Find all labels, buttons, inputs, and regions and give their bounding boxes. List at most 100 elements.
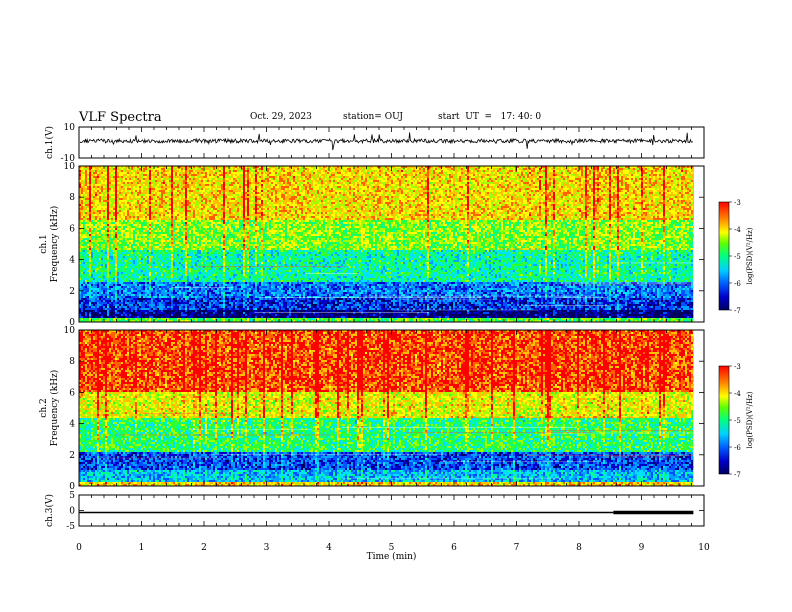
spectrogram-cell [467,178,469,180]
spectrogram-cell [203,172,205,174]
spectrogram-cell [327,196,329,198]
spectrogram-cell [553,206,555,208]
spectrogram-cell [125,168,127,170]
spectrogram-cell [451,178,453,180]
spectrogram-cell [557,186,559,188]
spectrogram-cell [545,204,547,206]
spectrogram-cell [651,184,655,186]
spectrogram-cell [243,188,245,190]
spectrogram-cell [589,172,591,174]
spectrogram-cell [237,198,239,200]
spectrogram-cell [189,170,193,172]
spectrogram-cell [251,196,253,198]
spectrogram-cell [433,206,439,208]
spectrogram-cell [459,166,461,168]
spectrogram-cell [261,166,263,168]
spectrogram-cell [301,188,303,190]
spectrogram-cell [659,202,665,204]
spectrogram-cell [91,180,95,182]
spectrogram-cell [377,186,379,188]
spectrogram-cell [151,170,153,172]
spectrogram-cell [143,176,147,178]
spectrogram-cell [685,176,687,178]
spectrogram-cell [589,174,591,176]
spectrogram-cell [283,174,285,176]
spectrogram-cell [631,178,633,180]
spectrogram-cell [449,186,451,188]
spectrogram-cell [691,198,693,200]
spectrogram-cell [483,188,485,190]
spectrogram-cell [547,186,549,188]
spectrogram-cell [451,198,453,200]
spectrogram-cell [141,192,147,194]
spectrogram-cell [517,200,519,202]
spectrogram-cell [511,166,513,168]
spectrogram-cell [477,202,479,204]
spectrogram-cell [397,168,399,170]
spectrogram-cell [511,204,513,206]
spectrogram-cell [163,174,167,176]
spectrogram-cell [439,196,441,198]
spectrogram-cell [603,176,605,178]
spectrogram-cell [303,180,305,182]
spectrogram-cell [107,206,109,208]
spectrogram-cell [183,194,185,196]
spectrogram-cell [247,206,249,208]
spectrogram-cell [523,174,525,176]
spectrogram-cell [621,172,623,174]
spectrogram-cell [623,204,625,206]
spectrogram-cell [633,178,635,180]
spectrogram-cell [557,200,559,202]
spectrogram-cell [441,176,445,178]
spectrogram-cell [655,188,657,190]
spectrogram-cell [535,170,537,172]
spectrogram-cell [169,176,171,178]
spectrogram-cell [383,200,389,202]
spectrogram-cell [555,198,557,200]
spectrogram-cell [279,198,283,200]
spectrogram-cell [505,178,507,180]
spectrogram-cell [361,196,363,198]
spectrogram-cell [171,198,173,200]
spectrogram-cell [629,170,631,172]
spectrogram-cell [619,174,621,176]
spectrogram-cell [193,192,199,194]
spectrogram-cell [87,202,89,204]
spectrogram-cell [287,202,291,204]
spectrogram-cell [265,184,267,186]
spectrogram-cell [195,204,199,206]
spectrogram-cell [391,200,393,202]
spectrogram-cell [675,174,677,176]
spectrogram-cell [365,172,367,174]
spectrogram-cell [97,172,99,174]
spectrogram-cell [187,190,189,192]
spectrogram-cell [473,186,475,188]
spectrogram-cell [367,196,369,198]
spectrogram-cell [595,190,597,192]
spectrogram-cell [517,202,519,204]
spectrogram-cell [265,180,267,182]
spectrogram-cell [585,180,587,182]
spectrogram-cell [405,180,407,182]
spectrogram-cell [463,166,465,168]
spectrogram-cell [245,166,247,168]
spectrogram-cell [185,184,189,186]
spectrogram-cell [445,182,447,184]
spectrogram-cell [559,182,561,184]
spectrogram-cell [435,168,437,170]
spectrogram-cell [249,192,251,194]
spectrogram-cell [529,192,531,194]
spectrogram-cell [331,176,337,178]
spectrogram-cell [321,188,325,190]
spectrogram-cell [455,190,459,192]
spectrogram-cell [277,178,279,180]
spectrogram-cell [537,176,539,178]
spectrogram-cell [585,202,591,204]
spectrogram-cell [363,202,365,204]
spectrogram-cell [629,190,631,192]
spectrogram-cell [363,178,365,180]
spectrogram-cell [367,180,369,182]
spectrogram-cell [319,180,321,182]
spectrogram-cell [321,192,323,194]
spectrogram-cell [665,186,667,188]
